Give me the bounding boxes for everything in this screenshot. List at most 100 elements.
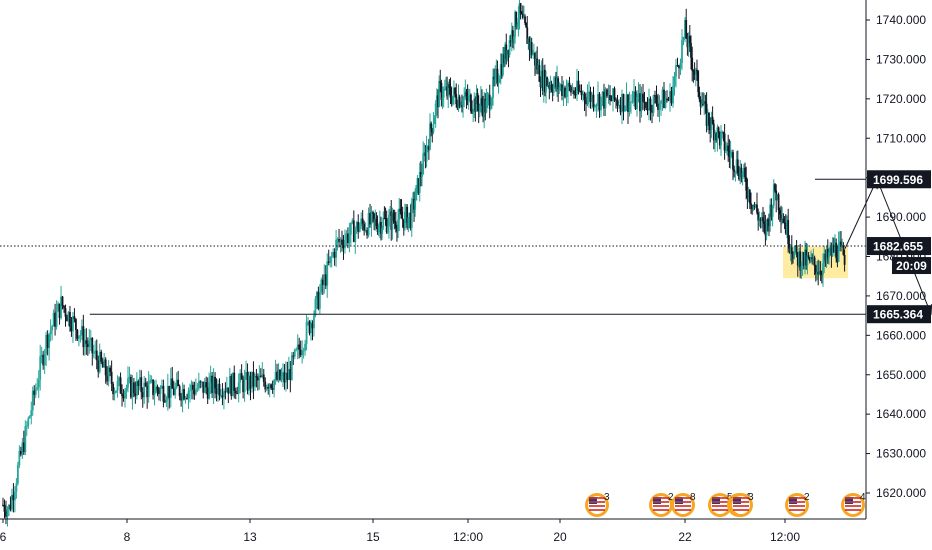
flag-stripe	[733, 505, 749, 507]
candle-body	[72, 316, 74, 332]
candle-body	[40, 354, 43, 357]
candle-body	[472, 111, 475, 113]
candle-body	[760, 217, 763, 221]
flag-stripe	[845, 509, 861, 511]
economic-event-flag-icon[interactable]: 2	[785, 492, 810, 517]
candle-body	[561, 84, 563, 96]
flag-stripe	[653, 509, 669, 511]
candle-body	[239, 373, 242, 383]
candle-body	[776, 194, 779, 201]
candle-body	[657, 103, 659, 110]
candle-body	[476, 93, 479, 105]
candle-body	[649, 98, 652, 111]
candle-body	[381, 227, 384, 234]
candle-body	[243, 377, 246, 393]
economic-events-layer[interactable]: 32851324	[585, 492, 866, 517]
candle-body	[574, 94, 577, 96]
candle-body	[434, 103, 437, 118]
economic-event-flag-icon[interactable]: 4	[841, 492, 866, 517]
candle-body	[159, 387, 162, 394]
candle-body	[505, 44, 508, 60]
candle-body	[622, 93, 625, 112]
economic-event-flag-icon[interactable]: 3	[729, 492, 754, 517]
candle-body	[172, 388, 175, 395]
candle-body	[837, 243, 840, 262]
candle-body	[762, 217, 764, 222]
candle-body	[585, 99, 587, 105]
candle-body	[125, 387, 128, 391]
candle-body	[783, 222, 786, 224]
candle-body	[413, 199, 415, 210]
candle-body	[527, 38, 530, 44]
candle-body	[615, 99, 617, 101]
candle-body	[342, 244, 345, 249]
candle-body	[211, 375, 214, 394]
candle-body	[357, 222, 360, 232]
candle-body	[267, 386, 270, 389]
candle-body	[390, 211, 393, 230]
event-count-label: 4	[860, 492, 866, 503]
candle-body	[513, 36, 515, 40]
candle-body	[155, 386, 157, 393]
candle-body	[539, 81, 542, 88]
candle-body	[327, 261, 330, 263]
candle-body	[723, 133, 726, 151]
candle-body	[627, 94, 629, 112]
candle-body	[165, 399, 168, 402]
candle-body	[795, 245, 798, 253]
candle-body	[531, 53, 534, 55]
candle-body	[419, 172, 422, 177]
candle-body	[131, 382, 134, 398]
candle-body	[781, 218, 784, 221]
candle-body	[484, 98, 487, 113]
candle-body	[746, 190, 749, 199]
price-tick-label: 1740.000	[876, 13, 926, 27]
candle-body	[518, 3, 521, 18]
economic-event-flag-icon[interactable]: 3	[585, 492, 610, 517]
candle-body	[529, 42, 532, 50]
candle-body	[298, 344, 301, 350]
candle-body	[9, 504, 12, 510]
candle-body	[214, 376, 216, 389]
drawing-layer[interactable]	[0, 178, 932, 316]
candle-body	[576, 80, 578, 95]
candle-body	[663, 89, 665, 108]
economic-event-flag-icon[interactable]: 8	[671, 492, 696, 517]
candle-body	[564, 87, 566, 98]
candle-body	[502, 54, 504, 75]
candle-body	[48, 334, 51, 348]
candle-body	[256, 377, 259, 381]
candle-body	[75, 319, 77, 330]
candle-body	[549, 84, 552, 88]
candle-body	[354, 230, 357, 242]
candle-body	[416, 178, 419, 186]
candle-body	[562, 87, 565, 96]
candle-body	[285, 372, 287, 383]
candle-body	[504, 44, 507, 64]
candle-body	[498, 79, 501, 83]
level-price-tag-label: 1665.364	[873, 308, 923, 322]
flag-stripe	[845, 505, 861, 507]
candle-body	[739, 167, 742, 180]
candle-body	[712, 123, 715, 141]
candle-body	[186, 397, 188, 399]
candle-body	[477, 104, 480, 112]
candle-body	[537, 64, 540, 70]
projection-arrow-segment[interactable]	[844, 179, 878, 249]
candle-body	[412, 199, 414, 203]
candle-body	[163, 401, 166, 403]
flag-stripe	[845, 501, 861, 503]
candle-body	[169, 378, 172, 398]
candle-body	[716, 127, 719, 141]
candle-body	[515, 12, 518, 28]
economic-event-flag-icon[interactable]: 2	[649, 492, 674, 517]
candle-body	[215, 388, 218, 395]
candle-body	[24, 426, 27, 453]
candle-body	[30, 410, 33, 417]
candle-body	[812, 257, 815, 260]
candle-body	[109, 367, 112, 372]
candle-body	[113, 392, 116, 395]
candle-body	[393, 220, 396, 222]
candle-body	[595, 104, 598, 107]
